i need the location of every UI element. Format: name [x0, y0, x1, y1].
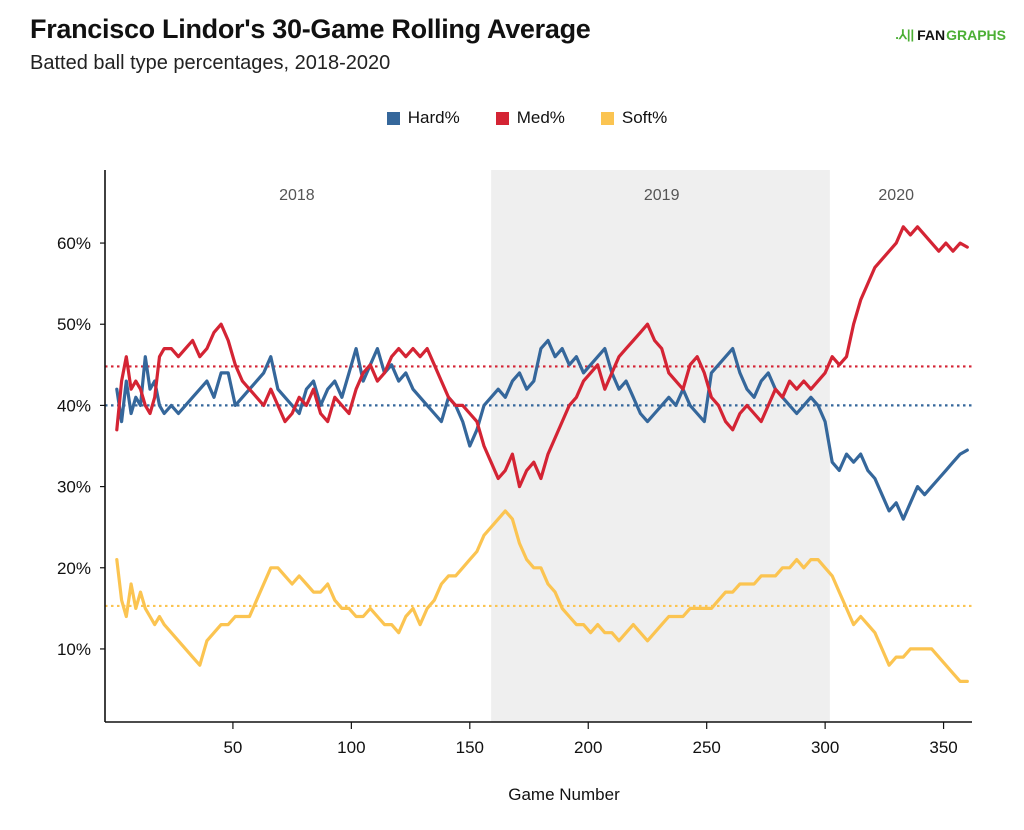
season-label-2020: 2020 — [878, 187, 914, 204]
legend: Hard% Med% Soft% — [0, 108, 1024, 128]
batter-icon: .⅄|| — [895, 27, 915, 42]
series-lines — [115, 225, 969, 683]
y-tick-label: 60% — [57, 234, 91, 253]
legend-label-hard: Hard% — [407, 108, 460, 127]
chart-subtitle: Batted ball type percentages, 2018-2020 — [30, 52, 391, 74]
legend-item-med[interactable]: Med% — [495, 108, 565, 128]
y-tick-label: 40% — [57, 396, 91, 415]
x-tick-label: 200 — [574, 738, 602, 757]
fangraphs-logo[interactable]: .⅄|| FAN GRAPHS — [895, 27, 1006, 43]
series-line-soft — [115, 509, 969, 683]
y-tick-label: 10% — [57, 640, 91, 659]
x-tick-label: 350 — [929, 738, 957, 757]
series-line-hard — [115, 338, 969, 521]
season-band-2019 — [491, 170, 830, 722]
season-bands: 2018 2019 2020 — [279, 170, 914, 722]
legend-swatch-soft — [600, 111, 614, 125]
legend-swatch-med — [495, 111, 509, 125]
y-tick-label: 30% — [57, 478, 91, 497]
legend-swatch-hard — [386, 111, 400, 125]
axes: 10% 20% 30% 40% 50% 60% 50 100 150 200 250 300 350 — [57, 170, 972, 757]
x-axis-title: Game Number — [508, 785, 620, 804]
x-tick-label: 150 — [456, 738, 484, 757]
x-tick-label: 300 — [811, 738, 839, 757]
x-tick-label: 250 — [693, 738, 721, 757]
season-label-2019: 2019 — [644, 187, 680, 204]
chart-title: Francisco Lindor's 30-Game Rolling Avera… — [30, 14, 591, 44]
y-tick-label: 50% — [57, 315, 91, 334]
legend-item-hard[interactable]: Hard% — [386, 108, 460, 128]
logo-text-fan: FAN — [917, 27, 946, 43]
x-tick-label: 100 — [337, 738, 365, 757]
season-label-2018: 2018 — [279, 187, 315, 204]
series-line-med — [115, 225, 969, 489]
y-tick-label: 20% — [57, 559, 91, 578]
legend-label-med: Med% — [516, 108, 565, 127]
legend-label-soft: Soft% — [621, 108, 668, 127]
logo-text-graphs: GRAPHS — [946, 27, 1006, 43]
legend-item-soft[interactable]: Soft% — [600, 108, 668, 128]
x-tick-label: 50 — [223, 738, 242, 757]
